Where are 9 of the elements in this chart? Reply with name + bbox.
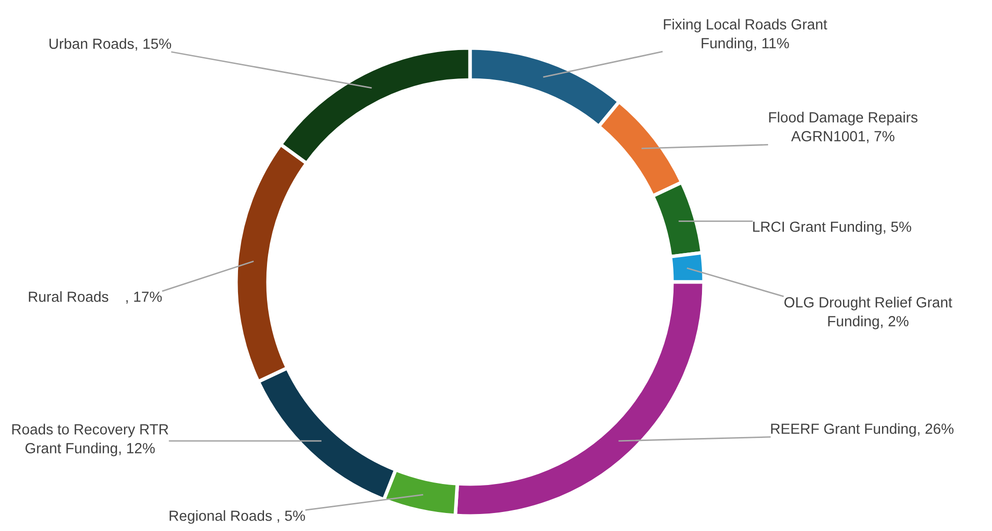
slice-label: Roads to Recovery RTR Grant Funding, 12% <box>12 424 168 456</box>
slice-label: LRCI Grant Funding, 5% <box>753 221 912 235</box>
slice-label: Flood Damage Repairs AGRN1001, 7% <box>769 112 918 144</box>
slice-label: Rural Roads , 17% <box>28 291 162 304</box>
slice-label: Fixing Local Roads Grant Funding, 11% <box>664 18 828 52</box>
slice-label: Urban Roads, 15% <box>50 38 172 51</box>
slice-label: Regional Roads , 5% <box>170 510 305 524</box>
slice-label: OLG Drought Relief Grant Funding, 2% <box>784 296 952 330</box>
slice-label: REERF Grant Funding, 26% <box>771 423 954 437</box>
